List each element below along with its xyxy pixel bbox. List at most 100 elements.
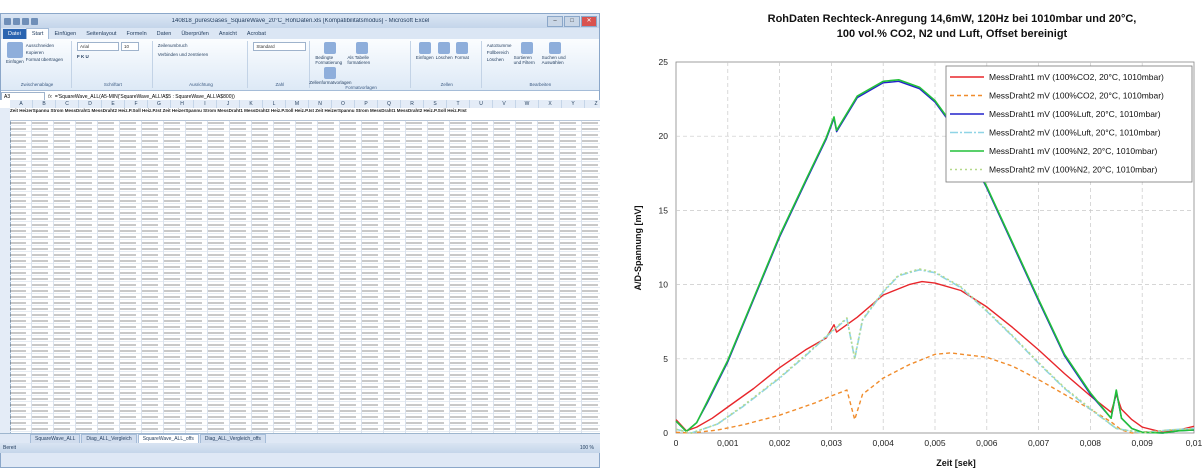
column-header[interactable]: O [332,100,355,108]
clear-button[interactable]: Löschen [486,57,504,62]
ribbon-group-number: Standard Zahl [250,41,311,88]
tab-data[interactable]: Daten [156,31,172,37]
format-painter-button[interactable]: Format übertragen [25,57,64,62]
cell-area[interactable]: Zeit HeizerSpannu Strom MessDraht1 MessD… [10,108,600,433]
sheet-tab-squarewave-all-offs[interactable]: SquareWave_ALL_offs [137,433,199,444]
font-name-select[interactable]: Arial [76,42,119,51]
font-size-select[interactable]: 10 [120,42,139,51]
legend-entry: MessDraht1 mV (100%CO2, 20°C, 1010mbar) [989,72,1164,82]
group-label: Zwischenablage [20,82,54,87]
format-as-table-button[interactable]: Als Tabelle formatieren [347,42,377,65]
tab-review[interactable]: Überprüfen [181,31,209,37]
sheet-tab-diag-all-vergleich-offs[interactable]: Diag_ALL_Vergleich_offs [199,433,266,444]
column-header[interactable]: P [355,100,378,108]
tab-file[interactable]: Datei [3,29,26,39]
conditional-format-button[interactable]: Bedingte Formatierung [315,42,345,65]
tab-view[interactable]: Ansicht [218,31,237,37]
x-tick-label: 0,01 [1186,438,1203,448]
quick-access-toolbar[interactable] [4,16,54,26]
column-header[interactable]: Z [585,100,600,108]
spreadsheet-grid[interactable]: ABCDEFGHIJKLMNOPQRSTUVWXYZAA Zeit Heizer… [0,100,600,433]
column-header[interactable]: W [516,100,539,108]
group-label: Zellen [440,82,453,87]
tab-acrobat[interactable]: Acrobat [246,31,266,37]
autosum-button[interactable]: AutoSumme [486,43,512,48]
column-header[interactable]: C [56,100,79,108]
chart-title: RohDaten Rechteck-Anregung 14,6mW, 120Hz… [768,13,1137,25]
paste-icon [6,42,23,58]
column-header[interactable]: M [286,100,309,108]
delete-cells-button[interactable]: Löschen [436,42,453,60]
bold-button[interactable]: F K U [76,54,89,59]
cell-styles-button[interactable]: Zellenformatvorlagen [309,67,351,85]
maximize-button[interactable]: □ [564,15,580,27]
sheet-tab-squarewave-all[interactable]: SquareWave_ALL [30,433,81,444]
cell-styles-icon [324,67,337,79]
excel-titlebar: 140818_puresGases_SquareWave_20°C_RohDat… [1,14,599,28]
ribbon-tabs: Datei Start Einfügen Seitenlayout Formel… [1,28,599,39]
paste-button[interactable]: Einfügen [6,42,24,64]
redo-icon[interactable] [31,17,38,25]
fx-icon[interactable]: fx [48,93,52,100]
conditional-format-icon [324,42,337,54]
column-header[interactable]: F [125,100,148,108]
column-header[interactable]: E [102,100,125,108]
undo-icon[interactable] [22,17,29,25]
copy-button[interactable]: Kopieren [25,50,44,55]
column-header[interactable]: X [539,100,562,108]
save-icon[interactable] [13,17,20,25]
legend-entry: MessDraht1 mV (100%N2, 20°C, 1010mbar) [989,146,1157,156]
tab-start[interactable]: Start [25,28,50,39]
x-tick-label: 0,002 [769,438,791,448]
column-header[interactable]: V [493,100,516,108]
column-header[interactable]: R [401,100,424,108]
column-header[interactable]: I [194,100,217,108]
series-line-2 [675,352,1194,434]
column-header[interactable]: B [33,100,56,108]
column-header[interactable]: U [470,100,493,108]
column-header[interactable]: N [309,100,332,108]
tab-formulas[interactable]: Formeln [126,31,147,37]
column-header[interactable]: K [240,100,263,108]
sort-icon [520,42,533,54]
column-header[interactable]: L [263,100,286,108]
zoom-level[interactable]: 100 % [579,445,594,451]
tab-insert[interactable]: Einfügen [54,31,77,37]
group-label: Ausrichtung [189,82,213,87]
legend-box [945,65,1193,183]
column-header[interactable]: Y [562,100,585,108]
column-header[interactable]: G [148,100,171,108]
y-tick-label: 0 [663,428,668,438]
sheet-tab-diag-all-vergleich[interactable]: Diag_ALL_Vergleich [81,433,137,444]
ribbon-group-editing: AutoSumme Füllbereich Löschen Sortieren … [484,41,597,88]
group-label: Formatvorlagen [345,85,377,90]
numeric-cell-values [10,121,600,433]
close-button[interactable]: ✕ [581,15,597,27]
cut-button[interactable]: Ausschneiden [25,43,55,48]
find-select-button[interactable]: Suchen und Auswählen [542,42,568,65]
wrap-text-button[interactable]: Zeilenumbruch [157,43,188,48]
column-header[interactable]: J [217,100,240,108]
column-header[interactable]: S [424,100,447,108]
legend-entry: MessDraht2 mV (100%CO2, 20°C, 1010mbar) [989,91,1164,101]
insert-cells-button[interactable]: Einfügen [416,42,434,60]
column-header[interactable]: T [447,100,470,108]
number-format-select[interactable]: Standard [253,42,307,51]
fill-button[interactable]: Füllbereich [486,50,509,55]
column-header[interactable]: D [79,100,102,108]
minimize-button[interactable]: – [547,15,563,27]
insert-cells-icon [418,42,431,54]
y-tick-label: 20 [659,131,669,141]
column-header[interactable]: Q [378,100,401,108]
series-line-5 [675,79,1195,434]
sort-filter-button[interactable]: Sortieren und Filtern [514,42,540,65]
column-header[interactable]: A [10,100,33,108]
tab-page-layout[interactable]: Seitenlayout [86,31,117,37]
merge-center-button[interactable]: Verbinden und zentrieren [157,52,209,57]
grid-lines [676,62,1194,433]
format-cells-button[interactable]: Format [455,42,469,60]
column-header[interactable]: H [171,100,194,108]
ribbon-group-cells: Einfügen Löschen Format Zellen [413,41,482,88]
x-tick-label: 0,008 [1080,438,1102,448]
formula-input[interactable]: ='SquareWave_ALL(A5-MIN('SquareWave_ALL!… [54,93,235,100]
